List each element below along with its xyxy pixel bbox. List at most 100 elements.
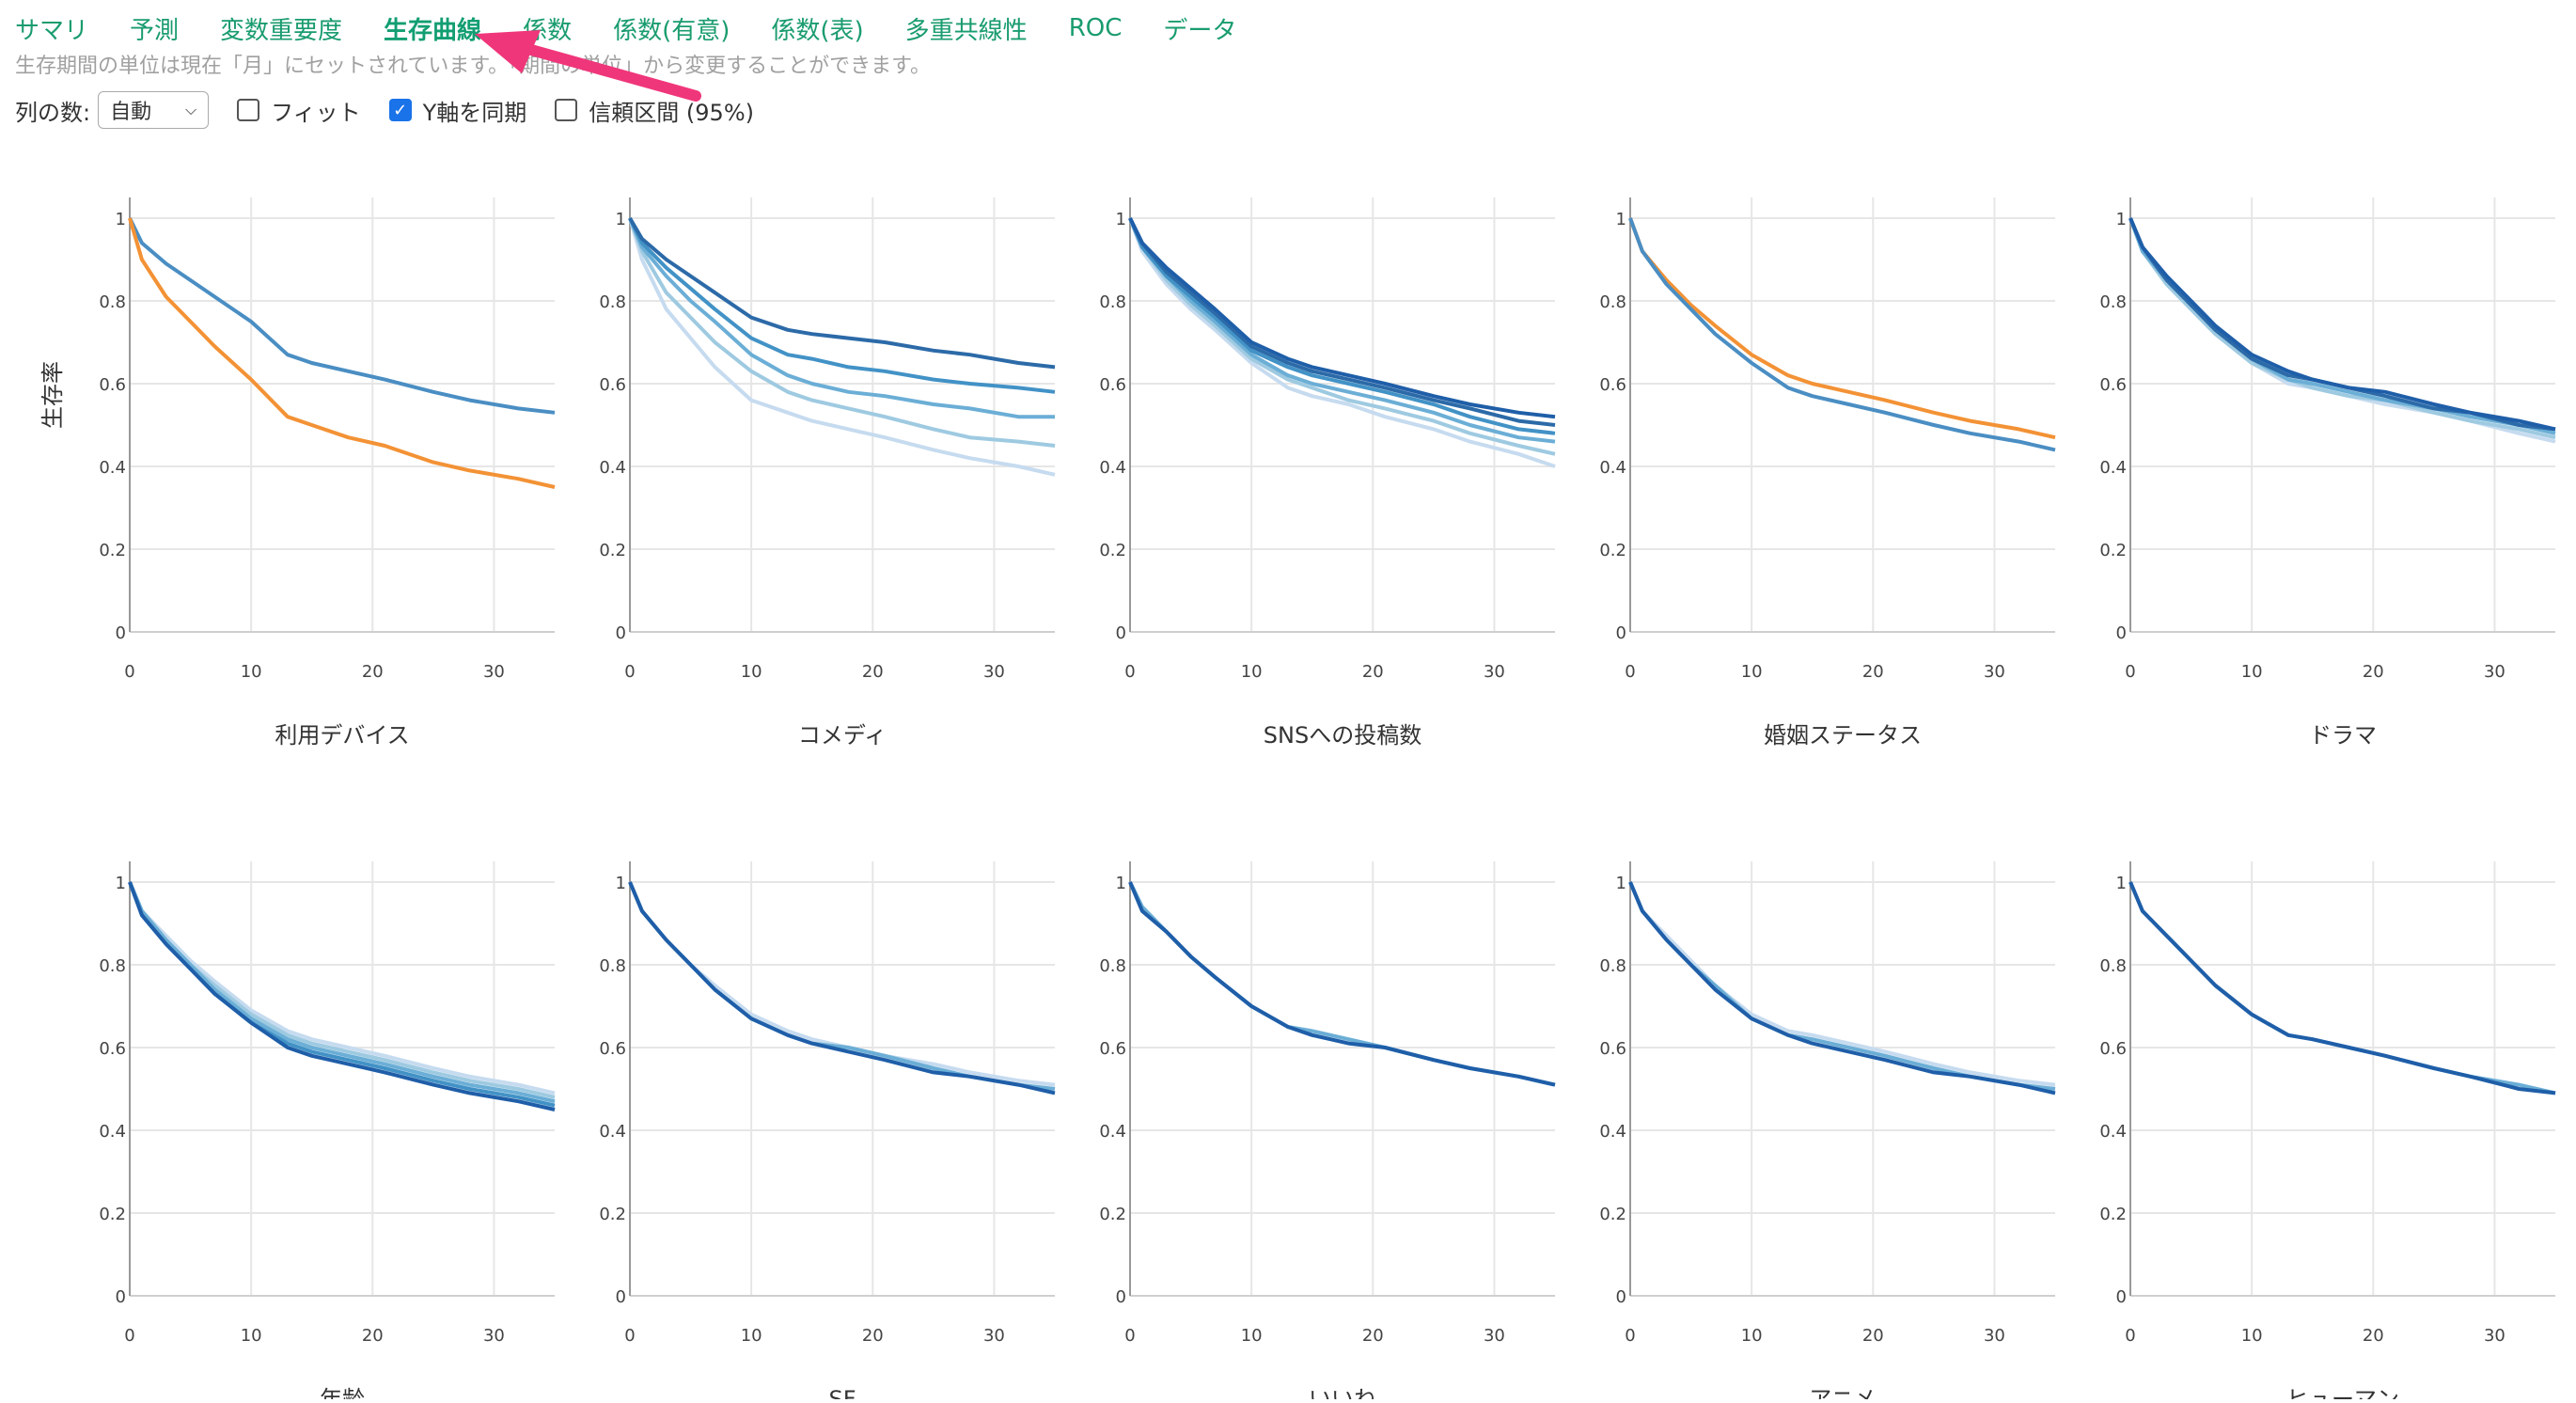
x-tick-label: 10 (1241, 662, 1263, 682)
tab-data[interactable]: データ (1163, 16, 1237, 45)
y-tick-label: 1 (616, 874, 626, 893)
x-tick-label: 30 (483, 662, 505, 682)
y-tick-label: 0.8 (99, 956, 126, 976)
survival-series-line (628, 217, 1056, 448)
columns-label: 列の数: (15, 99, 91, 126)
x-tick-label: 0 (1625, 662, 1635, 682)
y-tick-label: 0 (1116, 623, 1126, 643)
y-tick-label: 0.4 (599, 1122, 626, 1142)
x-tick-label: 10 (2241, 662, 2263, 682)
survival-series-line (2128, 217, 2556, 432)
survival-series-line (2128, 881, 2556, 1096)
y-tick-label: 0.2 (1599, 541, 1626, 560)
survival-series-line (628, 217, 1056, 477)
y-tick-label: 0.8 (2099, 956, 2127, 976)
panel-title: ヒューマン (2286, 1386, 2399, 1399)
y-tick-label: 0.4 (1599, 458, 1626, 478)
sync-y-label: Y軸を同期 (422, 99, 527, 126)
y-tick-label: 0.6 (1599, 1039, 1626, 1059)
y-tick-label: 0.6 (1599, 375, 1626, 395)
x-tick-label: 0 (124, 1326, 134, 1346)
y-tick-label: 0.2 (2099, 1205, 2127, 1224)
survival-series-line (1628, 217, 2056, 440)
x-tick-label: 10 (2241, 1326, 2263, 1346)
y-tick-label: 0 (116, 1287, 126, 1307)
y-tick-label: 1 (1616, 210, 1626, 229)
y-tick-label: 1 (2116, 210, 2127, 229)
y-tick-label: 0.6 (99, 1039, 126, 1059)
survival-series-line (128, 881, 556, 1099)
x-tick-label: 20 (862, 662, 884, 682)
survival-series-line (2128, 217, 2556, 435)
survival-series-line (628, 217, 1055, 419)
tab-survival-curve[interactable]: 生存曲線 (384, 16, 482, 45)
y-tick-label: 0.2 (599, 541, 626, 560)
tab-prediction[interactable]: 予測 (130, 16, 180, 45)
y-tick-label: 0.4 (1099, 458, 1126, 478)
y-tick-label: 0.2 (2099, 541, 2127, 560)
confidence-interval-checkbox[interactable] (555, 99, 578, 121)
panel-title: アニメ (1809, 1386, 1877, 1399)
y-tick-label: 1 (616, 210, 626, 229)
x-tick-label: 10 (741, 662, 762, 682)
survival-series-line (1628, 881, 2056, 1096)
y-tick-label: 0.8 (1599, 956, 1626, 976)
x-tick-label: 20 (362, 1326, 384, 1346)
survival-series-line (128, 217, 556, 489)
y-tick-label: 0 (1116, 1287, 1126, 1307)
y-tick-label: 0.4 (2099, 458, 2127, 478)
y-tick-label: 0 (1616, 1287, 1626, 1307)
y-tick-label: 0.6 (1099, 375, 1126, 395)
y-tick-label: 1 (2116, 874, 2127, 893)
fit-label: フィット (271, 99, 361, 126)
x-tick-label: 10 (1741, 1326, 1763, 1346)
tab-summary[interactable]: サマリ (15, 16, 89, 45)
x-tick-label: 0 (1124, 1326, 1135, 1346)
tab-coefficients-significant[interactable]: 係数(有意) (613, 16, 730, 45)
y-tick-label: 0.6 (599, 375, 626, 395)
x-tick-label: 30 (1484, 662, 1505, 682)
y-tick-label: 0 (2116, 1287, 2127, 1307)
y-tick-label: 0.4 (99, 1122, 126, 1142)
y-tick-label: 0 (1616, 623, 1626, 643)
x-tick-label: 20 (1862, 1326, 1884, 1346)
check-icon: ✓ (393, 100, 408, 120)
survival-series-line (1128, 881, 1556, 1087)
panel-title: 年齢 (320, 1386, 365, 1399)
y-tick-label: 0.8 (599, 956, 626, 976)
panel-title: 利用デバイス (275, 722, 409, 749)
y-tick-label: 1 (116, 210, 126, 229)
survival-series-line (2128, 217, 2556, 444)
survival-curve-grid: 0 0.2 0.4 0.6 0.8 1 0 10 20 30 利用デバイス 0 0.2 0.4 0.6 0.8… (0, 141, 2576, 1403)
tab-variable-importance[interactable]: 変数重要度 (220, 16, 343, 45)
x-tick-label: 0 (624, 662, 635, 682)
x-tick-label: 20 (1862, 662, 1884, 682)
confidence-interval-label: 信頼区間 (95%) (589, 99, 754, 126)
panel-title: いいね (1309, 1386, 1376, 1399)
sync-y-checkbox[interactable]: ✓ (388, 99, 412, 121)
survival-series-line (2128, 217, 2556, 432)
tab-roc[interactable]: ROC (1068, 14, 1123, 42)
panel-title: コメディ (798, 722, 887, 749)
tab-multicollinearity[interactable]: 多重共線性 (904, 16, 1028, 45)
panel-title: 婚姻ステータス (1764, 722, 1922, 749)
fit-checkbox[interactable] (237, 99, 260, 121)
tab-coefficients-table[interactable]: 係数(表) (771, 16, 864, 45)
columns-select[interactable]: 自動 ⌵ (98, 91, 210, 129)
y-tick-label: 0.2 (99, 1205, 126, 1224)
chart-controls: 列の数: 自動 ⌵ フィット ✓ Y軸を同期 信頼区間 (95%) (15, 88, 754, 132)
y-tick-label: 1 (1116, 874, 1126, 893)
y-tick-label: 0.6 (599, 1039, 626, 1059)
y-tick-label: 0.2 (1599, 1205, 1626, 1224)
tab-bar: サマリ 予測 変数重要度 生存曲線 係数 係数(有意) 係数(表) 多重共線性 … (15, 8, 1278, 49)
x-tick-label: 30 (983, 1326, 1005, 1346)
y-tick-label: 0.8 (1599, 292, 1626, 312)
x-tick-label: 10 (741, 1326, 762, 1346)
survival-series-line (1628, 881, 2056, 1091)
tab-coefficients[interactable]: 係数 (523, 16, 573, 45)
